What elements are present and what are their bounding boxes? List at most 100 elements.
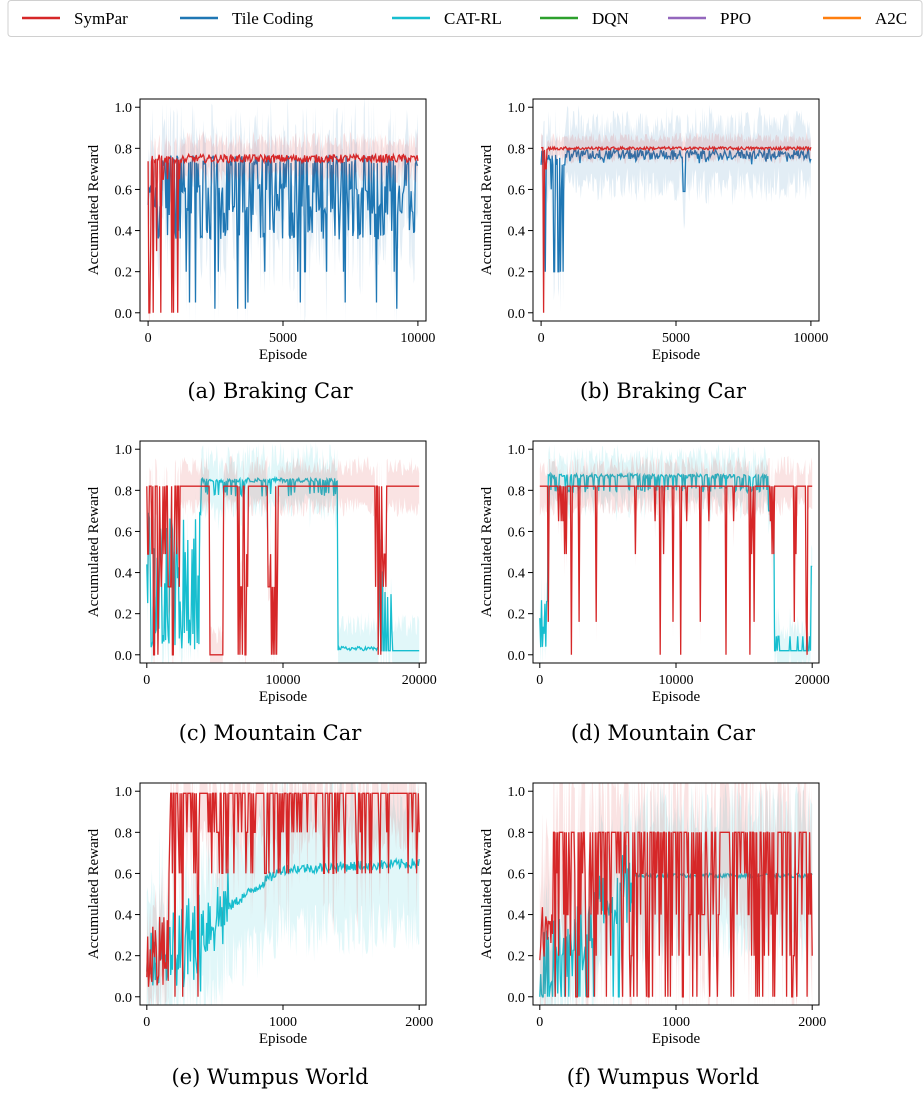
y-tick-label: 0.4 <box>115 909 133 924</box>
x-tick-label: 0 <box>538 331 545 346</box>
x-tick-label: 1000 <box>269 1015 297 1030</box>
y-tick-label: 0.8 <box>115 826 133 841</box>
legend-label: DQN <box>592 9 629 28</box>
x-tick-label: 10000 <box>266 673 301 688</box>
legend: SymPar Tile Coding CAT-RL DQN PPO A2C <box>7 0 923 37</box>
y-tick-label: 0.4 <box>115 225 133 240</box>
series-line-sympar <box>146 485 420 656</box>
y-tick-label: 0.4 <box>508 225 526 240</box>
y-axis-label: Accumulated Reward <box>479 144 495 275</box>
y-tick-label: 1.0 <box>115 785 133 800</box>
series-line-sympar <box>539 831 813 998</box>
panel-caption: (d) Mountain Car <box>571 721 756 745</box>
y-tick-label: 0.0 <box>115 307 133 322</box>
y-tick-label: 1.0 <box>508 443 526 458</box>
x-axis-label: Episode <box>652 689 701 705</box>
x-tick-label: 0 <box>536 1015 543 1030</box>
y-tick-label: 0.4 <box>508 567 526 582</box>
plot-area <box>146 441 420 663</box>
y-tick-label: 0.4 <box>508 909 526 924</box>
y-tick-label: 0.8 <box>115 142 133 157</box>
series-line-sympar <box>539 485 813 655</box>
y-tick-label: 0.8 <box>115 484 133 499</box>
y-tick-label: 0.6 <box>508 525 526 540</box>
y-tick-label: 0.0 <box>508 649 526 664</box>
y-tick-label: 0.6 <box>508 867 526 882</box>
x-tick-label: 10000 <box>793 331 828 346</box>
x-tick-label: 5000 <box>662 331 690 346</box>
series-line-cat-rl <box>539 471 813 652</box>
y-tick-label: 1.0 <box>115 443 133 458</box>
y-tick-label: 1.0 <box>115 101 133 116</box>
y-tick-label: 0.2 <box>508 266 526 281</box>
y-axis-label: Accumulated Reward <box>479 486 495 617</box>
x-tick-label: 5000 <box>269 331 297 346</box>
y-tick-label: 0.2 <box>115 266 133 281</box>
plot-area <box>539 783 813 1005</box>
series-band-sympar <box>541 131 811 321</box>
y-tick-label: 1.0 <box>508 101 526 116</box>
y-axis-label: Accumulated Reward <box>86 144 102 275</box>
y-tick-label: 0.0 <box>508 991 526 1006</box>
legend-frame <box>7 0 923 37</box>
y-tick-label: 0.6 <box>115 867 133 882</box>
x-tick-label: 2000 <box>405 1015 433 1030</box>
chart-panel-1: 0.0 0.2 0.4 0.6 0.8 1.0 0 5000 10000 Episode Accum… <box>86 98 435 403</box>
y-tick-label: 0.2 <box>508 608 526 623</box>
series-line-cat-rl <box>146 857 420 992</box>
y-tick-label: 0.2 <box>508 950 526 965</box>
x-tick-label: 0 <box>143 673 150 688</box>
y-tick-label: 0.4 <box>115 567 133 582</box>
x-tick-label: 10000 <box>659 673 694 688</box>
x-axis-label: Episode <box>652 347 701 363</box>
series-band-sympar <box>148 130 418 321</box>
panel-caption: (f) Wumpus World <box>567 1065 759 1089</box>
x-tick-label: 0 <box>536 673 543 688</box>
x-axis-label: Episode <box>259 689 308 705</box>
panel-caption: (c) Mountain Car <box>179 721 362 745</box>
x-tick-label: 20000 <box>795 673 830 688</box>
x-tick-label: 1000 <box>662 1015 690 1030</box>
series-line-sympar <box>541 145 812 313</box>
series-band-sympar <box>539 455 813 663</box>
y-tick-label: 1.0 <box>508 785 526 800</box>
chart-panel-3: 0.0 0.2 0.4 0.6 0.8 1.0 0 10000 20000 Episode Accu… <box>86 440 437 745</box>
y-tick-label: 0.0 <box>115 649 133 664</box>
chart-panel-4: 0.0 0.2 0.4 0.6 0.8 1.0 0 10000 20000 Episode Accu… <box>479 440 830 745</box>
series-band-cat-rl <box>539 444 813 663</box>
series-band-cat-rl <box>146 441 420 663</box>
plot-area <box>147 99 419 321</box>
legend-label: SymPar <box>74 9 128 28</box>
x-tick-label: 0 <box>143 1015 150 1030</box>
x-axis-label: Episode <box>259 347 308 363</box>
y-tick-label: 0.0 <box>508 307 526 322</box>
y-tick-label: 0.8 <box>508 142 526 157</box>
series-line-sympar <box>146 792 420 997</box>
panel-caption: (b) Braking Car <box>580 379 747 403</box>
x-tick-label: 2000 <box>798 1015 826 1030</box>
y-tick-label: 0.6 <box>115 525 133 540</box>
x-axis-label: Episode <box>259 1031 308 1047</box>
y-tick-label: 0.8 <box>508 826 526 841</box>
y-axis-label: Accumulated Reward <box>86 828 102 959</box>
y-axis-label: Accumulated Reward <box>86 486 102 617</box>
series-line-sympar <box>147 152 419 314</box>
plot-area <box>539 444 813 663</box>
series-line-cat-rl <box>146 475 420 652</box>
y-tick-label: 0.6 <box>508 183 526 198</box>
chart-panel-5: 0.0 0.2 0.4 0.6 0.8 1.0 0 1000 2000 Episode Accumu… <box>86 782 433 1089</box>
x-tick-label: 20000 <box>402 673 437 688</box>
series-line-tile-coding <box>540 147 812 273</box>
legend-label: PPO <box>720 9 751 28</box>
panel-caption: (e) Wumpus World <box>171 1065 368 1089</box>
y-tick-label: 0.0 <box>115 991 133 1006</box>
x-tick-label: 10000 <box>400 331 435 346</box>
y-tick-label: 0.2 <box>115 608 133 623</box>
series-band-sympar <box>146 783 420 1005</box>
y-tick-label: 0.2 <box>115 950 133 965</box>
y-axis-label: Accumulated Reward <box>479 828 495 959</box>
plot-area <box>146 783 420 1005</box>
series-band-sympar <box>146 455 420 663</box>
x-axis-label: Episode <box>652 1031 701 1047</box>
